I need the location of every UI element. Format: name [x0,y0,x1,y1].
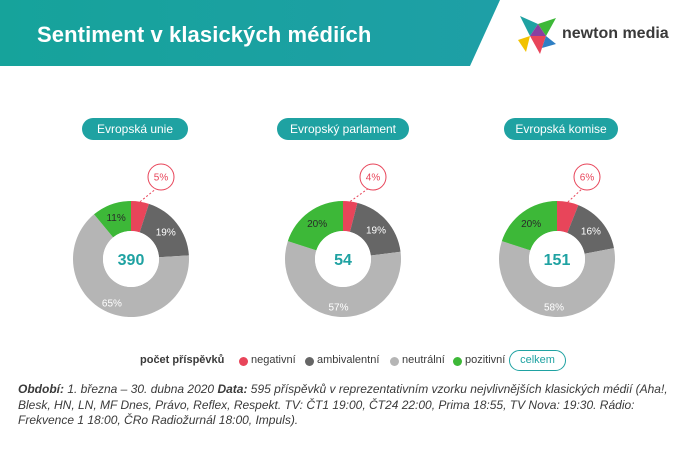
slice-evropsky-parlament-ambivalentni [349,202,401,256]
slice-evropska-komise-negativni [557,201,579,233]
page-title: Sentiment v klasických médiích [37,22,372,47]
callout-circle-evropska-komise [573,163,601,191]
label-evropska-komise-ambivalentni: 16% [581,226,601,237]
label-evropska-komise-pozitivni: 20% [521,219,541,230]
label-evropsky-parlament-negativni: 4% [366,173,381,184]
slice-evropska-unie-ambivalentni [139,203,189,258]
header-banner [0,0,500,66]
chart-title-evropska-komise: Evropská komise [504,118,618,140]
footnote-period-label: Období: [18,382,64,396]
slice-evropska-komise-pozitivni [501,201,557,251]
label-evropska-unie-ambivalentni: 19% [156,228,176,239]
callout-line-evropsky-parlament [349,187,370,202]
slice-evropsky-parlament-pozitivni [287,201,343,251]
label-evropska-komise-neutralni: 58% [544,302,564,313]
footnote-period-text: 1. března – 30. dubna 2020 [63,382,218,396]
total-evropska-unie: 390 [118,252,145,269]
slice-evropska-komise-neutralni [499,241,615,317]
total-evropsky-parlament: 54 [334,252,352,269]
label-evropska-unie-pozitivni: 11% [106,213,125,224]
legend-total-badge: celkem [509,350,566,371]
callout-line-evropska-unie [139,187,158,203]
legend-dot-neutralni [390,357,399,366]
legend-dot-pozitivni [453,357,462,366]
callout-line-evropska-komise [567,187,584,203]
label-evropsky-parlament-neutralni: 57% [328,302,348,313]
slice-evropsky-parlament-negativni [343,201,358,232]
callout-circle-evropska-unie [147,163,175,191]
brand-name: newton media [562,25,669,42]
footnote-data-label: Data: [217,382,248,396]
slice-evropska-unie-pozitivni [94,201,131,238]
label-evropska-unie-negativni: 5% [154,173,169,184]
center-hole-evropska-unie [103,231,159,287]
legend-item-neutralni: neutrální [402,354,445,366]
slice-evropska-unie-neutralni [72,214,189,318]
legend-item-ambivalentni: ambivalentní [317,354,380,366]
callout-circle-evropsky-parlament [359,163,387,191]
slice-evropsky-parlament-neutralni [285,241,402,317]
slice-evropska-unie-negativni [131,201,149,233]
newton-media-logo [518,16,556,54]
label-evropska-komise-negativni: 6% [580,173,595,184]
label-evropsky-parlament-pozitivni: 20% [307,219,327,230]
legend-item-negativni: negativní [251,354,296,366]
chart-title-evropsky-parlament: Evropský parlament [277,118,409,140]
slice-evropska-komise-ambivalentni [567,205,614,254]
legend-dot-negativni [239,357,248,366]
legend: počet příspěvků negativní ambivalentní n… [0,350,700,372]
footnote-data-text: 595 příspěvků v reprezentativním vzorku … [18,382,668,427]
legend-title: počet příspěvků [140,354,225,366]
center-hole-evropska-komise [529,231,585,287]
center-hole-evropsky-parlament [315,231,371,287]
legend-item-pozitivni: pozitivní [465,354,506,366]
label-evropsky-parlament-ambivalentni: 19% [366,225,386,236]
footnote: Období: 1. března – 30. dubna 2020 Data:… [18,382,688,429]
chart-title-evropska-unie: Evropská unie [82,118,188,140]
total-evropska-komise: 151 [544,252,571,269]
label-evropska-unie-neutralni: 65% [102,299,122,310]
legend-dot-ambivalentni [305,357,314,366]
